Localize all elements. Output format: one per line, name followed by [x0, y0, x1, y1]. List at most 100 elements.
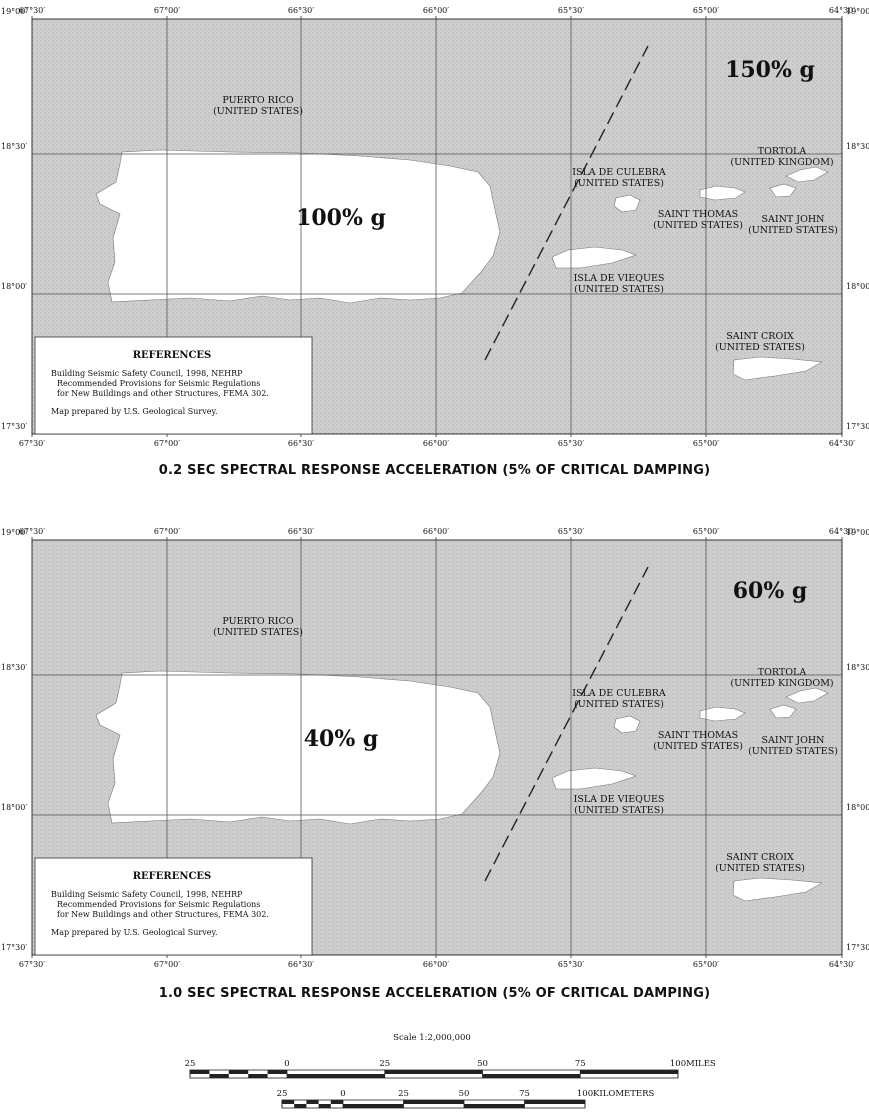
scale-miles-tick-label: 25	[379, 1059, 390, 1069]
place-saint-thomas-country: (UNITED STATES)	[653, 220, 743, 231]
place-puerto-rico-country: (UNITED STATES)	[213, 106, 303, 117]
scale-kilometers-tick-label: 50	[459, 1089, 470, 1099]
latitude-label-left: 19°00′	[1, 528, 27, 537]
references-box: REFERENCES Building Seismic Safety Counci…	[34, 857, 313, 956]
scale-miles-tick-label: 75	[575, 1059, 586, 1069]
saint-croix-island	[732, 356, 823, 381]
latitude-label-right: 17°30′	[846, 422, 869, 431]
longitude-label-bottom: 66°30′	[288, 439, 314, 448]
scale-ratio: Scale 1:2,000,000	[393, 1033, 471, 1043]
latitude-label-right: 18°30′	[846, 663, 869, 672]
longitude-label-bottom: 67°00′	[154, 960, 180, 969]
scale-kilometers-unit: KILOMETERS	[593, 1089, 655, 1099]
map-panel-bottom: 67°30′ 67°30′ 67°00′ 67°00′ 66°30′ 66°30′ 66°0…	[0, 521, 869, 991]
reference-line-2: Recommended Provisions for Seismic Regul…	[57, 379, 260, 388]
latitude-label-right: 18°00′	[846, 803, 869, 812]
reference-line-3: for New Buildings and other Structures, …	[57, 389, 269, 398]
longitude-label-top: 66°30′	[288, 6, 314, 15]
scale-kilometers-tick-label: 25	[398, 1089, 409, 1099]
scale-miles-unit: MILES	[686, 1059, 716, 1069]
place-vieques-country: (UNITED STATES)	[574, 805, 664, 816]
place-saint-thomas-name: SAINT THOMAS	[658, 209, 738, 220]
map-caption-bottom: 1.0 SEC SPECTRAL RESPONSE ACCELERATION (…	[158, 986, 711, 1001]
longitude-label-top: 65°30′	[558, 527, 584, 536]
longitude-label-top: 67°30′	[19, 527, 45, 536]
place-culebra-country: (UNITED STATES)	[574, 178, 664, 189]
scale-kilometers-tick-label: 0	[340, 1089, 345, 1099]
place-tortola-country: (UNITED KINGDOM)	[730, 157, 833, 168]
reference-line-3: for New Buildings and other Structures, …	[57, 910, 269, 919]
acceleration-value-east: 60% g	[733, 578, 808, 604]
longitude-label-bottom: 66°30′	[288, 960, 314, 969]
reference-line-1: Building Seismic Safety Council, 1998, N…	[51, 369, 243, 378]
reference-line-1: Building Seismic Safety Council, 1998, N…	[51, 890, 243, 899]
culebra-island	[613, 194, 641, 213]
latitude-label-left: 18°00′	[1, 803, 27, 812]
scale-kilometers-tick-label: 75	[519, 1089, 530, 1099]
saint-thomas-island	[699, 185, 746, 201]
place-tortola-name: TORTOLA	[758, 146, 807, 157]
place-saint-croix-name: SAINT CROIX	[726, 331, 794, 342]
place-saint-thomas-name: SAINT THOMAS	[658, 730, 738, 741]
latitude-label-left: 18°30′	[1, 142, 27, 151]
saint-john-island	[769, 704, 797, 719]
place-saint-john-country: (UNITED STATES)	[748, 746, 838, 757]
longitude-label-top: 64°30′	[829, 6, 855, 15]
place-saint-john-country: (UNITED STATES)	[748, 225, 838, 236]
map-caption-top: 0.2 SEC SPECTRAL RESPONSE ACCELERATION (…	[158, 463, 711, 478]
place-vieques-country: (UNITED STATES)	[574, 284, 664, 295]
seismic-map-top: 67°30′ 67°30′ 67°00′ 67°00′ 66°30′ 66°30′ 66°0…	[1, 6, 869, 448]
place-culebra-name: ISLA DE CULEBRA	[572, 688, 666, 699]
contour-line	[484, 566, 649, 882]
place-tortola-country: (UNITED KINGDOM)	[730, 678, 833, 689]
longitude-label-bottom: 65°00′	[693, 439, 719, 448]
references-box: REFERENCES Building Seismic Safety Counci…	[34, 336, 313, 435]
longitude-label-bottom: 66°00′	[423, 439, 449, 448]
longitude-label-bottom: 65°30′	[558, 439, 584, 448]
latitude-label-right: 19°00′	[846, 528, 869, 537]
acceleration-value-west: 100% g	[296, 205, 386, 231]
scale-kilometers: 25 0 25 50 75 100 KILOMETERS	[277, 1089, 655, 1109]
scale-kilometers-tick-label: 100	[577, 1089, 593, 1099]
references-title: REFERENCES	[133, 350, 212, 361]
place-saint-thomas-country: (UNITED STATES)	[653, 741, 743, 752]
longitude-label-top: 67°00′	[154, 527, 180, 536]
scale-miles: 25 0 25 50 75 100 MILES	[185, 1059, 716, 1079]
place-saint-john-name: SAINT JOHN	[762, 735, 825, 746]
acceleration-value-east: 150% g	[725, 57, 815, 83]
latitude-label-right: 18°30′	[846, 142, 869, 151]
latitude-label-left: 18°00′	[1, 282, 27, 291]
scale-miles-tick-label: 50	[477, 1059, 488, 1069]
longitude-label-top: 67°30′	[19, 6, 45, 15]
longitude-label-bottom: 67°00′	[154, 439, 180, 448]
saint-john-island	[769, 183, 797, 198]
latitude-label-left: 18°30′	[1, 663, 27, 672]
longitude-label-top: 65°30′	[558, 6, 584, 15]
latitude-label-left: 17°30′	[1, 422, 27, 431]
longitude-label-top: 66°00′	[423, 6, 449, 15]
longitude-label-bottom: 67°30′	[19, 960, 45, 969]
latitude-label-left: 19°00′	[1, 7, 27, 16]
scale-miles-tick-label: 25	[185, 1059, 196, 1069]
scale-miles-tick-label: 100	[670, 1059, 686, 1069]
map-credit: Map prepared by U.S. Geological Survey.	[51, 407, 218, 416]
saint-thomas-island	[699, 706, 746, 722]
place-culebra-country: (UNITED STATES)	[574, 699, 664, 710]
vieques-island	[551, 246, 637, 269]
latitude-label-right: 18°00′	[846, 282, 869, 291]
culebra-island	[613, 715, 641, 734]
longitude-label-bottom: 64°30′	[829, 960, 855, 969]
tortola-island	[785, 687, 829, 704]
place-puerto-rico-name: PUERTO RICO	[222, 616, 293, 627]
longitude-label-top: 65°00′	[693, 527, 719, 536]
map-credit: Map prepared by U.S. Geological Survey.	[51, 928, 218, 937]
puerto-rico-island	[95, 149, 501, 304]
scale-kilometers-tick-label: 25	[277, 1089, 288, 1099]
longitude-label-top: 67°00′	[154, 6, 180, 15]
latitude-label-right: 17°30′	[846, 943, 869, 952]
reference-line-2: Recommended Provisions for Seismic Regul…	[57, 900, 260, 909]
scale-miles-tick-label: 0	[284, 1059, 289, 1069]
longitude-label-bottom: 66°00′	[423, 960, 449, 969]
scale-bar: Scale 1:2,000,000 25 0 25 50 75 100 MILES 25 0 25 5…	[0, 1030, 869, 1116]
longitude-label-bottom: 67°30′	[19, 439, 45, 448]
